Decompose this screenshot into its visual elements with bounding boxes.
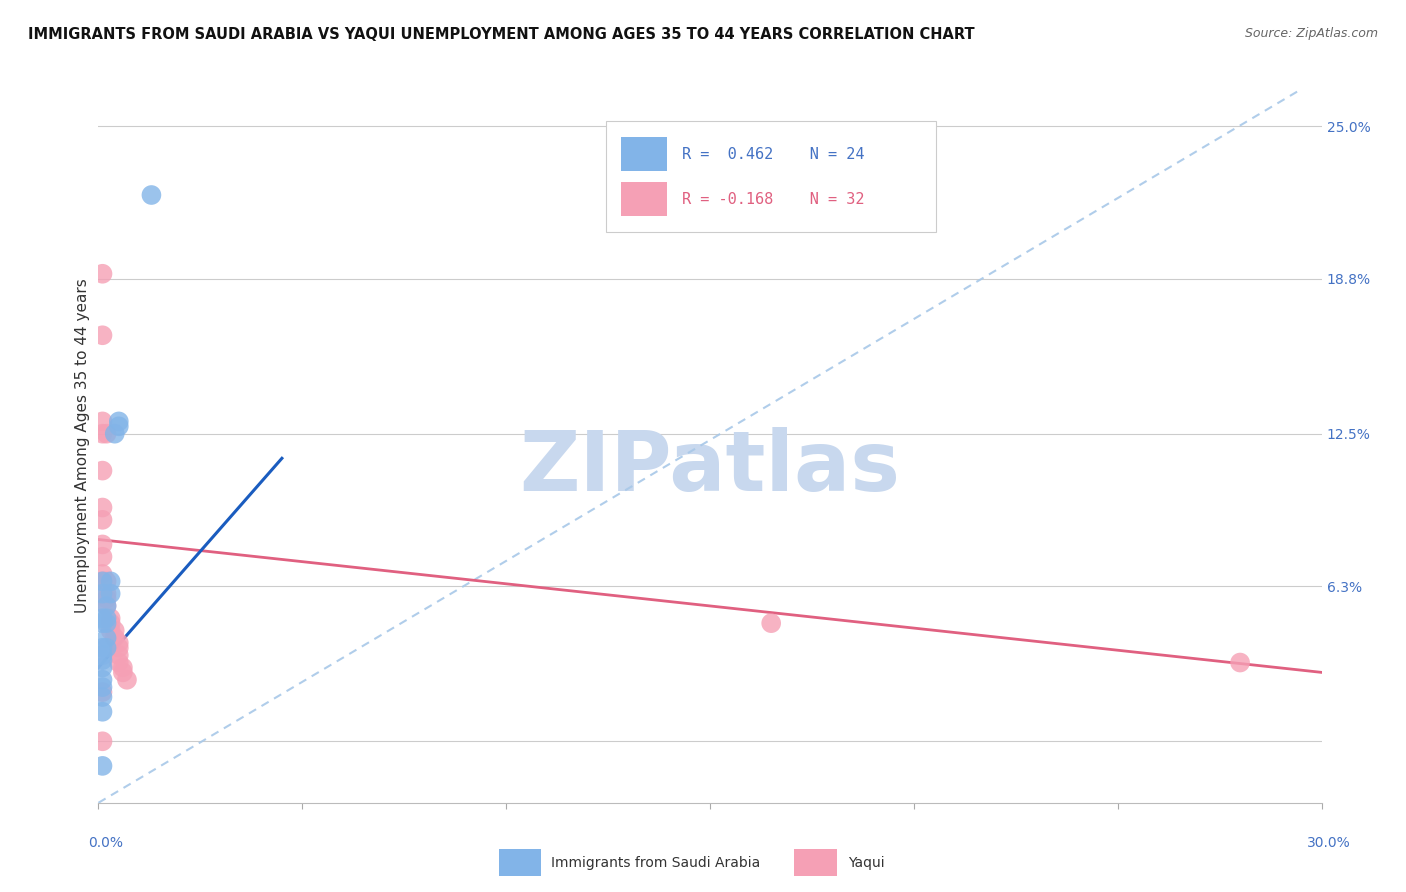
- Point: [91, 734, 114, 748]
- Text: R =  0.462    N = 24: R = 0.462 N = 24: [682, 146, 865, 161]
- Point: [96, 599, 118, 613]
- Point: [91, 267, 114, 281]
- Text: Yaqui: Yaqui: [848, 855, 884, 870]
- Point: [91, 414, 114, 428]
- Point: [96, 631, 118, 645]
- Point: [91, 660, 114, 674]
- Point: [91, 690, 114, 704]
- Point: [91, 513, 114, 527]
- Point: [91, 574, 114, 589]
- Point: [96, 640, 118, 655]
- Text: Source: ZipAtlas.com: Source: ZipAtlas.com: [1244, 27, 1378, 40]
- Text: Immigrants from Saudi Arabia: Immigrants from Saudi Arabia: [551, 855, 761, 870]
- Point: [91, 426, 114, 441]
- Point: [91, 705, 114, 719]
- Point: [91, 549, 114, 564]
- Point: [91, 328, 114, 343]
- Point: [115, 673, 138, 687]
- FancyBboxPatch shape: [620, 182, 668, 216]
- Point: [141, 188, 163, 202]
- Point: [91, 566, 114, 581]
- FancyBboxPatch shape: [606, 121, 936, 232]
- Point: [91, 648, 114, 662]
- Point: [91, 500, 114, 515]
- Y-axis label: Unemployment Among Ages 35 to 44 years: Unemployment Among Ages 35 to 44 years: [75, 278, 90, 614]
- Point: [91, 587, 114, 601]
- Point: [96, 587, 118, 601]
- Point: [91, 464, 114, 478]
- Point: [91, 616, 114, 631]
- Point: [91, 611, 114, 625]
- Point: [111, 660, 134, 674]
- Point: [96, 426, 118, 441]
- Point: [108, 640, 131, 655]
- Text: ZIPatlas: ZIPatlas: [520, 427, 900, 508]
- Text: R = -0.168    N = 32: R = -0.168 N = 32: [682, 192, 865, 207]
- Point: [100, 611, 122, 625]
- Point: [104, 624, 127, 638]
- Point: [108, 414, 131, 428]
- Point: [104, 631, 127, 645]
- Point: [91, 574, 114, 589]
- Point: [100, 587, 122, 601]
- Point: [759, 616, 782, 631]
- Point: [108, 636, 131, 650]
- FancyBboxPatch shape: [620, 137, 668, 171]
- Point: [91, 537, 114, 551]
- Text: 30.0%: 30.0%: [1306, 836, 1351, 850]
- Point: [100, 624, 122, 638]
- Point: [91, 673, 114, 687]
- Point: [91, 640, 114, 655]
- Point: [96, 616, 118, 631]
- Point: [108, 648, 131, 662]
- Point: [96, 599, 118, 613]
- Point: [108, 419, 131, 434]
- Point: [111, 665, 134, 680]
- Point: [108, 656, 131, 670]
- Point: [100, 616, 122, 631]
- Point: [96, 591, 118, 606]
- Point: [91, 759, 114, 773]
- Text: 0.0%: 0.0%: [89, 836, 122, 850]
- Point: [91, 685, 114, 699]
- Point: [100, 574, 122, 589]
- Text: IMMIGRANTS FROM SAUDI ARABIA VS YAQUI UNEMPLOYMENT AMONG AGES 35 TO 44 YEARS COR: IMMIGRANTS FROM SAUDI ARABIA VS YAQUI UN…: [28, 27, 974, 42]
- Point: [1229, 656, 1251, 670]
- Point: [91, 653, 114, 667]
- Point: [96, 611, 118, 625]
- Point: [96, 574, 118, 589]
- Point: [104, 426, 127, 441]
- Point: [91, 680, 114, 694]
